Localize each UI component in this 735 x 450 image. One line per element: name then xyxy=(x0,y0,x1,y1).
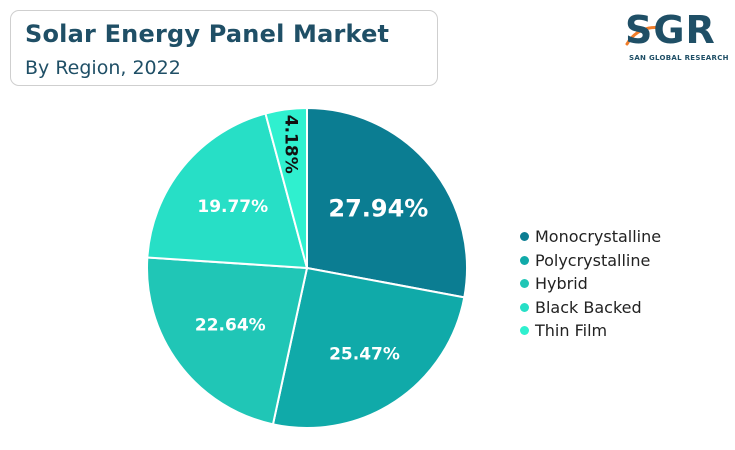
chart-subtitle: By Region, 2022 xyxy=(25,57,181,79)
legend-label: Monocrystalline xyxy=(535,227,662,247)
chart-title: Solar Energy Panel Market xyxy=(25,20,390,48)
legend-swatch xyxy=(520,302,529,312)
slice-label-polycrystalline: 25.47% xyxy=(329,345,400,365)
legend-swatch xyxy=(520,279,529,289)
legend-item-hybrid: Hybrid xyxy=(520,272,661,296)
pie-slice-thin-film xyxy=(264,106,308,269)
swoosh-icon xyxy=(625,26,663,46)
slice-label-hybrid: 22.64% xyxy=(195,316,266,336)
pie-slice-hybrid xyxy=(146,256,309,426)
legend-label: Black Backed xyxy=(535,297,642,317)
pie-slice-black-backed xyxy=(146,112,309,270)
logo-letters: SGR xyxy=(625,8,716,52)
slice-label-monocrystalline: 27.94% xyxy=(328,195,428,223)
legend-label: Thin Film xyxy=(535,321,608,341)
legend-swatch xyxy=(520,326,529,336)
legend-item-polycrystalline: Polycrystalline xyxy=(520,249,661,273)
logo-tagline: SAN GLOBAL RESEARCH xyxy=(629,54,729,62)
title-box: Solar Energy Panel Market By Region, 202… xyxy=(10,10,438,86)
slice-label-black-backed: 19.77% xyxy=(197,197,268,217)
pie-slice-polycrystalline xyxy=(271,266,466,429)
sgr-logo: SGR SAN GLOBAL RESEARCH xyxy=(625,8,729,64)
legend-swatch xyxy=(520,232,529,242)
legend-item-black-backed: Black Backed xyxy=(520,296,661,320)
legend-label: Polycrystalline xyxy=(535,250,651,270)
legend-label: Hybrid xyxy=(535,274,588,294)
legend-item-thin-film: Thin Film xyxy=(520,319,661,343)
pie-slice-monocrystalline xyxy=(306,106,468,299)
legend-swatch xyxy=(520,255,529,265)
slice-label-thin-film: 4.18% xyxy=(281,115,301,174)
legend-item-monocrystalline: Monocrystalline xyxy=(520,225,661,249)
legend: Monocrystalline Polycrystalline Hybrid Blac… xyxy=(520,225,661,343)
